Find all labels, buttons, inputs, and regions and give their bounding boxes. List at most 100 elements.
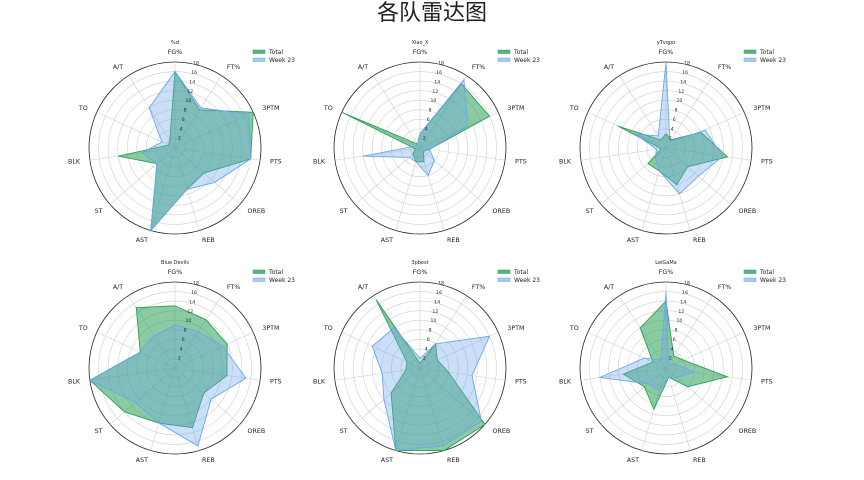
axis-label: 3PTM <box>753 105 770 112</box>
legend-label: Week 23 <box>760 57 786 64</box>
radial-tick-label: 16 <box>436 70 442 76</box>
axis-label: A/T <box>358 64 368 71</box>
axis-spoke <box>419 147 506 161</box>
radar-chart-3: 2 4 6 8 10 12 14 16 18 FG% FT% 3PTM PTS OREB REB AST ST B… <box>559 40 786 244</box>
legend-swatch <box>252 277 266 282</box>
subplot-title: %d <box>171 40 179 46</box>
radial-tick-label: 12 <box>432 309 438 315</box>
axis-label: AST <box>381 457 393 464</box>
axis-spoke <box>373 75 421 149</box>
axis-label: BLK <box>313 159 326 166</box>
axis-label: A/T <box>604 284 614 291</box>
axis-label: ST <box>340 428 348 435</box>
axis-label: PTS <box>515 159 527 166</box>
axis-label: FT% <box>227 284 240 291</box>
axis-label: FG% <box>659 49 674 56</box>
radar-chart-5: 2 4 6 8 10 12 14 16 18 FG% FT% 3PTM PTS OREB REB AST ST B… <box>313 260 540 464</box>
axis-spoke <box>334 147 421 161</box>
legend-swatch <box>252 57 266 62</box>
legend-label: Week 23 <box>269 57 295 64</box>
radial-tick-label: 16 <box>436 290 442 296</box>
radial-tick-label: 16 <box>682 290 688 296</box>
legend-label: Total <box>513 49 528 56</box>
radial-tick-label: 16 <box>191 290 197 296</box>
legend-swatch <box>743 57 757 62</box>
radial-tick-label: 10 <box>185 98 191 104</box>
legend-label: Total <box>268 49 283 56</box>
radial-tick-label: 8 <box>184 328 187 334</box>
radial-tick-label: 2 <box>178 356 181 362</box>
radial-tick-label: 14 <box>680 79 686 85</box>
axis-label: OREB <box>739 208 757 215</box>
legend-label: Total <box>268 269 283 276</box>
axis-label: FT% <box>472 64 485 71</box>
legend-swatch <box>743 269 757 274</box>
series-polygon-week-23 <box>363 78 469 177</box>
radial-tick-label: 6 <box>673 337 676 343</box>
series-polygon-week-23 <box>598 291 696 392</box>
axis-label: REB <box>447 457 460 464</box>
axis-label: REB <box>202 237 215 244</box>
radial-tick-label: 16 <box>191 70 197 76</box>
axis-label: OREB <box>248 428 266 435</box>
subplot-title: 3pbest <box>411 260 428 266</box>
radial-tick-label: 10 <box>430 318 436 324</box>
radial-tick-label: 10 <box>676 318 682 324</box>
legend-label: Week 23 <box>760 277 786 284</box>
legend-label: Week 23 <box>269 277 295 284</box>
series-polygon-total <box>341 82 491 163</box>
series-polygon-total <box>375 299 486 451</box>
axis-label: FT% <box>227 64 240 71</box>
axis-label: A/T <box>604 64 614 71</box>
axis-label: FG% <box>168 269 183 276</box>
axis-label: TO <box>323 325 333 332</box>
radial-tick-label: 18 <box>684 281 690 287</box>
axis-spoke <box>665 75 713 149</box>
radial-tick-label: 2 <box>423 136 426 142</box>
radial-tick-label: 12 <box>678 309 684 315</box>
radar-chart-1: 2 4 6 8 10 12 14 16 18 FG% FT% 3PTM PTS OREB REB AST ST B… <box>68 40 295 244</box>
axis-label: FT% <box>718 64 731 71</box>
axis-label: BLK <box>68 159 81 166</box>
radial-tick-label: 6 <box>182 117 185 123</box>
axis-label: TO <box>569 325 579 332</box>
legend-swatch <box>497 269 511 274</box>
axis-label: TO <box>78 105 88 112</box>
legend-label: Total <box>513 269 528 276</box>
axis-label: FG% <box>659 269 674 276</box>
axis-label: OREB <box>739 428 757 435</box>
axis-label: PTS <box>270 379 282 386</box>
radial-tick-label: 18 <box>438 61 444 67</box>
axis-label: OREB <box>493 428 511 435</box>
radial-tick-label: 18 <box>438 281 444 287</box>
series-polygon-week-23 <box>371 327 491 452</box>
radial-tick-label: 6 <box>427 117 430 123</box>
series-polygon-week-23 <box>88 324 247 447</box>
axis-label: AST <box>136 457 148 464</box>
axis-spoke <box>580 147 667 161</box>
axis-label: 3PTM <box>753 325 770 332</box>
radial-tick-label: 6 <box>427 337 430 343</box>
radial-tick-label: 2 <box>669 356 672 362</box>
axis-label: AST <box>627 457 639 464</box>
radial-tick-label: 2 <box>178 136 181 142</box>
axis-label: TO <box>78 325 88 332</box>
radar-chart-2: 2 4 6 8 10 12 14 16 18 FG% FT% 3PTM PTS OREB REB AST ST B… <box>313 40 540 244</box>
radial-tick-label: 8 <box>184 108 187 114</box>
axis-label: ST <box>586 208 594 215</box>
radial-tick-label: 12 <box>187 309 193 315</box>
legend-swatch <box>497 277 511 282</box>
axis-label: BLK <box>559 379 572 386</box>
page-title: 各队雷达图 <box>376 1 487 26</box>
axis-label: BLK <box>68 379 81 386</box>
radial-tick-label: 2 <box>423 356 426 362</box>
axis-label: A/T <box>113 284 123 291</box>
legend-swatch <box>743 277 757 282</box>
radial-tick-label: 6 <box>182 337 185 343</box>
radial-tick-label: 8 <box>675 108 678 114</box>
axis-label: ST <box>95 428 103 435</box>
radial-tick-label: 12 <box>678 89 684 95</box>
radial-tick-label: 8 <box>675 328 678 334</box>
